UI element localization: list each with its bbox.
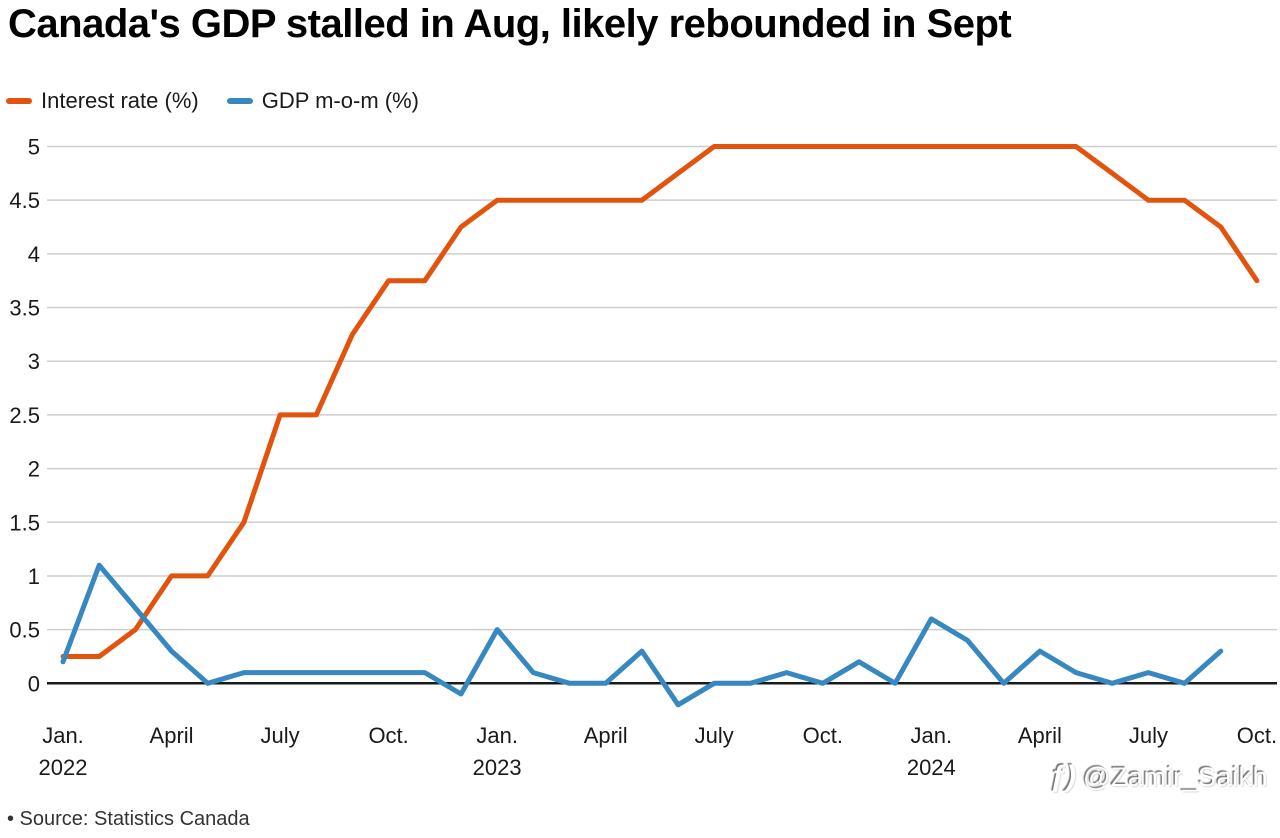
svg-text:Jan.: Jan. (476, 723, 518, 748)
svg-text:2024: 2024 (907, 755, 956, 780)
watermark: ƒ) @Zamir_Saikh (1049, 760, 1268, 794)
svg-text:Jan.: Jan. (911, 723, 953, 748)
svg-text:July: July (695, 723, 734, 748)
source-note: • Source: Statistics Canada (7, 808, 250, 830)
svg-text:Oct.: Oct. (368, 723, 408, 748)
svg-text:July: July (1129, 723, 1168, 748)
svg-text:2.5: 2.5 (9, 403, 40, 428)
svg-text:1: 1 (28, 564, 40, 589)
svg-text:April: April (1018, 723, 1062, 748)
interest-rate-swatch-icon (6, 98, 32, 104)
legend-label: Interest rate (%) (41, 88, 199, 113)
page-title: Canada's GDP stalled in Aug, likely rebo… (8, 2, 1012, 46)
legend-item-gdp: GDP m-o-m (%) (226, 88, 419, 114)
svg-text:April: April (584, 723, 628, 748)
svg-text:April: April (150, 723, 194, 748)
watermark-logo-icon: ƒ) (1049, 760, 1077, 793)
legend-label: GDP m-o-m (%) (261, 88, 419, 113)
svg-text:Oct.: Oct. (1237, 723, 1277, 748)
gdp-swatch-icon (226, 98, 253, 104)
svg-text:3.5: 3.5 (9, 296, 40, 321)
svg-text:2: 2 (28, 457, 40, 482)
watermark-handle: @Zamir_Saikh (1083, 761, 1268, 792)
svg-text:4: 4 (28, 242, 40, 267)
legend: Interest rate (%) GDP m-o-m (%) (6, 88, 419, 114)
svg-text:1.5: 1.5 (9, 510, 40, 535)
svg-text:2022: 2022 (39, 755, 88, 780)
svg-text:0: 0 (28, 671, 40, 696)
svg-text:Oct.: Oct. (803, 723, 843, 748)
svg-text:0.5: 0.5 (9, 618, 40, 643)
legend-item-interest-rate: Interest rate (%) (6, 88, 199, 114)
svg-text:2023: 2023 (473, 755, 522, 780)
svg-text:4.5: 4.5 (9, 188, 40, 213)
svg-text:3: 3 (28, 349, 40, 374)
svg-text:Jan.: Jan. (42, 723, 84, 748)
svg-text:5: 5 (28, 135, 40, 160)
svg-text:July: July (261, 723, 300, 748)
